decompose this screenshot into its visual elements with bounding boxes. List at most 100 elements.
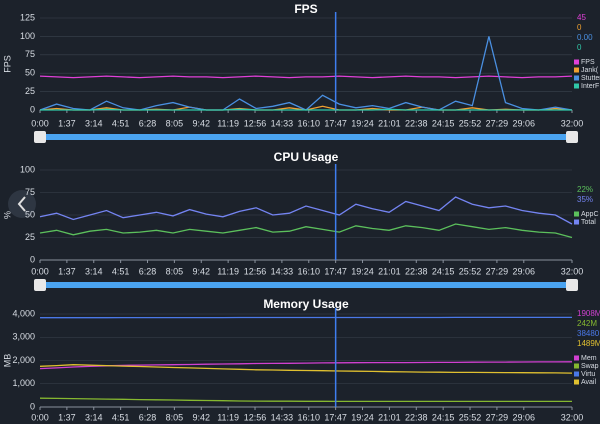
back-button-circle[interactable] bbox=[8, 190, 36, 218]
x-tick-label: 27:29 bbox=[486, 118, 509, 128]
chart-title: FPS bbox=[294, 2, 317, 16]
legend-readout: 0.00 bbox=[577, 33, 593, 42]
x-tick-label: 29:06 bbox=[513, 266, 536, 276]
slider-handle[interactable] bbox=[566, 131, 578, 143]
x-tick-label: 22:38 bbox=[405, 412, 428, 422]
x-tick-label: 19:24 bbox=[351, 118, 374, 128]
legend-swatch bbox=[574, 363, 579, 369]
x-tick-label: 17:47 bbox=[324, 412, 347, 422]
x-tick-label: 19:24 bbox=[351, 266, 374, 276]
y-tick-label: 50 bbox=[25, 209, 35, 219]
legend-swatch bbox=[574, 67, 579, 73]
x-tick-label: 17:47 bbox=[324, 266, 347, 276]
x-tick-label: 32:00 bbox=[561, 412, 584, 422]
x-tick-label: 32:00 bbox=[561, 266, 584, 276]
x-tick-label: 1:37 bbox=[58, 118, 76, 128]
legend-label: FPS bbox=[581, 59, 595, 66]
y-tick-label: 100 bbox=[20, 164, 35, 174]
x-tick-label: 4:51 bbox=[112, 412, 130, 422]
legend-readout: 0 bbox=[577, 43, 582, 52]
slider-handle[interactable] bbox=[34, 279, 46, 291]
x-tick-label: 12:56 bbox=[244, 412, 267, 422]
slider-track bbox=[40, 134, 572, 140]
x-tick-label: 6:28 bbox=[139, 266, 157, 276]
back-arrow bbox=[17, 196, 26, 212]
legend-swatch bbox=[574, 379, 579, 385]
y-tick-label: 1,000 bbox=[12, 378, 35, 388]
legend-swatch bbox=[574, 219, 579, 225]
x-tick-label: 8:05 bbox=[166, 412, 184, 422]
x-tick-label: 9:42 bbox=[192, 118, 210, 128]
time-slider[interactable] bbox=[34, 279, 578, 291]
y-tick-label: 75 bbox=[25, 49, 35, 59]
back-button[interactable] bbox=[8, 190, 36, 218]
x-tick-label: 3:14 bbox=[85, 412, 103, 422]
x-tick-label: 21:01 bbox=[378, 412, 401, 422]
y-tick-label: 125 bbox=[20, 12, 35, 22]
x-tick-label: 6:28 bbox=[139, 118, 157, 128]
x-tick-label: 16:10 bbox=[298, 118, 321, 128]
series-line bbox=[39, 364, 573, 374]
time-slider[interactable] bbox=[34, 131, 578, 143]
x-tick-label: 9:42 bbox=[192, 266, 210, 276]
x-tick-label: 1:37 bbox=[58, 412, 76, 422]
slider-handle[interactable] bbox=[566, 279, 578, 291]
x-tick-label: 24:15 bbox=[432, 118, 455, 128]
legend-swatch bbox=[574, 371, 579, 377]
legend-label: Jank( bbox=[581, 67, 599, 74]
x-tick-label: 29:06 bbox=[513, 412, 536, 422]
y-tick-label: 3,000 bbox=[12, 332, 35, 342]
x-tick-label: 24:15 bbox=[432, 266, 455, 276]
x-tick-label: 29:06 bbox=[513, 118, 536, 128]
x-tick-label: 4:51 bbox=[112, 266, 130, 276]
legend-readout: 1908M bbox=[577, 309, 600, 318]
x-tick-label: 22:38 bbox=[405, 118, 428, 128]
x-tick-label: 6:28 bbox=[139, 412, 157, 422]
y-tick-label: 0 bbox=[30, 104, 35, 114]
x-tick-label: 0:00 bbox=[31, 266, 49, 276]
y-tick-label: 4,000 bbox=[12, 308, 35, 318]
chart-title: Memory Usage bbox=[263, 297, 349, 311]
x-tick-label: 24:15 bbox=[432, 412, 455, 422]
x-tick-label: 9:42 bbox=[192, 412, 210, 422]
slider-handle[interactable] bbox=[34, 131, 46, 143]
legend-readout: 0 bbox=[577, 23, 582, 32]
legend-readout: 45 bbox=[577, 13, 586, 22]
x-tick-label: 27:29 bbox=[486, 412, 509, 422]
x-tick-label: 12:56 bbox=[244, 118, 267, 128]
y-axis-label: MB bbox=[2, 354, 12, 368]
x-tick-label: 12:56 bbox=[244, 266, 267, 276]
series-line bbox=[39, 75, 573, 79]
x-tick-label: 3:14 bbox=[85, 266, 103, 276]
legend-swatch bbox=[574, 75, 579, 81]
legend-swatch bbox=[574, 59, 579, 65]
legend-readout: 35% bbox=[577, 195, 593, 204]
x-tick-label: 11:19 bbox=[217, 412, 239, 422]
x-tick-label: 8:05 bbox=[166, 118, 184, 128]
x-tick-label: 8:05 bbox=[166, 266, 184, 276]
y-tick-label: 75 bbox=[25, 187, 35, 197]
x-tick-label: 1:37 bbox=[58, 266, 76, 276]
x-tick-label: 17:47 bbox=[324, 118, 347, 128]
legend-label: Total bbox=[581, 219, 596, 226]
legend-readout: 242M bbox=[577, 319, 597, 328]
legend-swatch bbox=[574, 355, 579, 361]
x-tick-label: 27:29 bbox=[486, 266, 509, 276]
x-tick-label: 22:38 bbox=[405, 266, 428, 276]
x-tick-label: 19:24 bbox=[351, 412, 374, 422]
x-tick-label: 21:01 bbox=[378, 118, 401, 128]
x-tick-label: 32:00 bbox=[561, 118, 584, 128]
legend-label: AppC bbox=[581, 211, 599, 218]
series-line bbox=[40, 108, 572, 111]
y-tick-label: 2,000 bbox=[12, 355, 35, 365]
legend-readout: 38480 bbox=[577, 329, 600, 338]
x-tick-label: 25:52 bbox=[459, 412, 482, 422]
legend-label: Stutter bbox=[581, 75, 600, 82]
legend-label: Virtu bbox=[581, 371, 595, 378]
series-line bbox=[39, 223, 573, 239]
series-line bbox=[39, 196, 573, 225]
x-tick-label: 16:10 bbox=[298, 266, 321, 276]
legend-label: Mem bbox=[581, 355, 597, 362]
x-tick-label: 3:14 bbox=[85, 118, 103, 128]
